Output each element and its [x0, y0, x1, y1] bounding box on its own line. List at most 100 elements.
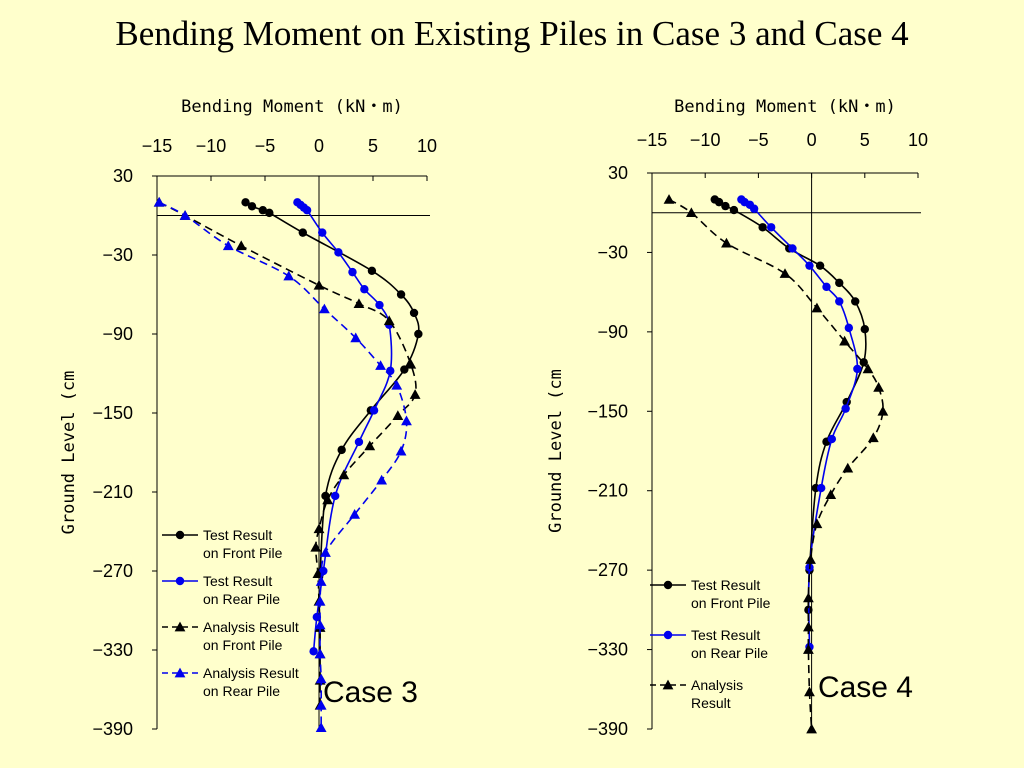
chart-1-data-point — [309, 647, 318, 656]
chart-1-x-tick-label: −10 — [196, 136, 227, 156]
chart-2-data-point — [853, 364, 862, 374]
chart-1-legend-label: on Rear Pile — [203, 591, 280, 607]
chart-2-series-line — [714, 198, 867, 610]
chart-1-data-point — [409, 389, 421, 399]
chart-1-data-point — [350, 332, 362, 343]
chart-1-data-point — [314, 648, 326, 659]
chart-1-data-point — [349, 508, 361, 519]
chart-2-y-tick-label: −210 — [587, 481, 628, 501]
chart-2-data-point — [842, 462, 854, 473]
chart-1-data-point — [334, 248, 343, 257]
chart-1-x-tick-label: −15 — [142, 136, 173, 156]
chart-2-data-point — [788, 244, 797, 253]
chart-1-x-tick-label: 0 — [314, 136, 324, 156]
chart-1-data-point — [265, 208, 274, 218]
chart-1-data-point — [337, 445, 346, 455]
chart-1-data-point — [312, 568, 324, 578]
chart-1-data-point — [375, 300, 384, 310]
chart-2-data-point — [685, 207, 697, 218]
chart-2-legend-label: Result — [691, 695, 731, 711]
chart-2-data-point — [825, 489, 837, 500]
chart-1-data-point — [391, 379, 403, 390]
chart-1-data-point — [258, 206, 268, 215]
chart-1-data-point — [235, 240, 247, 251]
chart-2-legend-label: on Front Pile — [691, 595, 771, 611]
chart-2-data-point — [803, 592, 814, 603]
chart-1-legend-label: on Rear Pile — [203, 683, 280, 699]
chart-1-y-tick-label: −90 — [102, 324, 133, 344]
chart-2-y-tick-label: −270 — [587, 560, 628, 580]
chart-2-x-axis-title: Bending Moment (kN・m) — [674, 97, 896, 117]
chart-1-legend-label: on Front Pile — [203, 637, 283, 653]
chart-1-data-point — [241, 198, 250, 207]
chart-2-data-point — [721, 237, 732, 248]
chart-1-data-point — [395, 445, 407, 456]
chart-2-series-3 — [663, 194, 889, 734]
chart-1-data-point — [360, 285, 369, 294]
chart-1-data-point — [315, 722, 327, 733]
chart-1-y-tick-label: −390 — [92, 719, 133, 739]
slide-title: Bending Moment on Existing Piles in Case… — [115, 14, 909, 53]
chart-2-data-point — [803, 621, 814, 632]
chart-2-data-point — [803, 644, 814, 654]
chart-1-data-point — [338, 469, 350, 480]
chart-1-y-tick-label: −150 — [92, 403, 133, 423]
chart-1-legend-marker — [175, 530, 185, 540]
chart-2-data-point — [860, 325, 869, 334]
chart-1-data-point — [314, 619, 326, 630]
chart-1-data-point — [315, 699, 327, 710]
chart-1-data-point — [179, 210, 191, 220]
chart-2-x-tick-label: −10 — [690, 130, 721, 150]
chart-2-data-point — [811, 518, 823, 529]
chart-2-data-point — [822, 282, 831, 292]
chart-1-y-tick-label: −30 — [102, 245, 133, 265]
chart-2-data-point — [805, 261, 814, 270]
chart-1-data-point — [364, 440, 376, 451]
chart-1-data-point — [318, 228, 327, 237]
chart-2-legend-label: on Rear Pile — [691, 645, 768, 661]
chart-2-data-point — [804, 686, 815, 697]
chart-1-y-axis-title: Ground Level (cm — [59, 371, 79, 535]
chart-2-data-point — [877, 405, 889, 416]
chart-1-series-line — [158, 201, 408, 728]
chart-2-data-point — [835, 297, 844, 306]
chart-2-y-tick-label: −90 — [597, 322, 628, 342]
chart-1-data-point — [376, 474, 388, 485]
chart-2-data-point — [827, 434, 837, 444]
chart-1-data-point — [298, 228, 307, 237]
chart-1-legend-marker — [174, 621, 186, 632]
chart-2-series-2 — [737, 195, 862, 652]
chart-2-data-point — [851, 297, 860, 306]
chart-2-legend-marker — [663, 580, 673, 590]
chart-1-data-point — [319, 566, 328, 576]
chart-2-y-tick-label: −30 — [597, 242, 628, 262]
chart-2-data-point — [806, 723, 817, 734]
chart-1-data-point — [313, 279, 325, 290]
chart-2-data-point — [816, 483, 826, 493]
chart-2-y-tick-label: −390 — [587, 719, 628, 739]
chart-1-data-point — [401, 415, 412, 426]
chart-2-data-point — [815, 261, 825, 270]
chart-1-data-point — [322, 494, 334, 505]
chart-2-data-point — [758, 223, 767, 232]
chart-1-series-line — [296, 201, 393, 652]
chart-2-data-point — [867, 432, 879, 443]
chart-2-x-tick-label: −15 — [637, 130, 668, 150]
chart-2-y-axis-title: Ground Level (cm — [546, 369, 566, 533]
chart-1-data-point — [369, 406, 379, 415]
chart-1-data-point — [392, 410, 404, 420]
chart-1-data-point — [354, 437, 364, 447]
chart-1-data-point — [302, 206, 312, 215]
chart-1-x-tick-label: 10 — [417, 136, 437, 156]
chart-1-data-point — [315, 673, 327, 684]
chart-1-series-4 — [153, 196, 412, 733]
chart-2-legend-marker — [662, 679, 674, 690]
chart-2-x-tick-label: 10 — [908, 130, 928, 150]
chart-1-data-point — [396, 290, 406, 299]
chart-2-x-tick-label: −5 — [748, 130, 769, 150]
chart-1-data-point — [310, 541, 322, 552]
chart-1-case-label: Case 3 — [323, 676, 418, 709]
chart-2-data-point — [729, 205, 739, 215]
chart-2-y-tick-label: 30 — [608, 163, 628, 183]
